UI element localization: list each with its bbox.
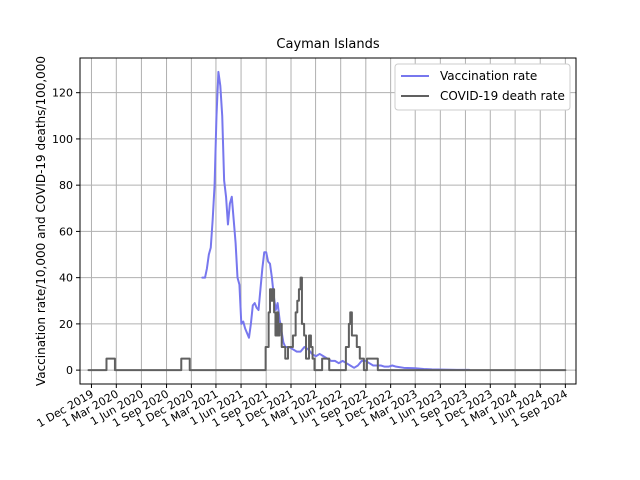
legend-label-deaths: COVID-19 death rate — [440, 89, 565, 103]
y-tick-label: 0 — [66, 364, 73, 377]
y-tick-label: 100 — [52, 133, 73, 146]
legend-box — [394, 63, 571, 111]
y-axis-label: Vaccination rate/10,000 and COVID-19 dea… — [34, 56, 48, 386]
series-layer — [87, 70, 567, 372]
y-tick-label: 120 — [52, 87, 73, 100]
series-line-vaccination-rate — [201, 70, 471, 371]
legend: Vaccination rate COVID-19 death rate — [394, 63, 571, 111]
chart-title: Cayman Islands — [276, 37, 379, 52]
y-tick-label: 80 — [59, 179, 73, 192]
series-line-death-rate — [87, 276, 567, 372]
y-tick-label: 40 — [59, 272, 73, 285]
legend-label-vaccination: Vaccination rate — [440, 69, 537, 83]
y-tick-label: 20 — [59, 318, 73, 331]
y-axis: 0 20 40 60 80 100 120 — [52, 87, 80, 377]
axes-frame — [79, 57, 577, 385]
y-tick-label: 60 — [59, 225, 73, 238]
grid — [80, 58, 576, 384]
